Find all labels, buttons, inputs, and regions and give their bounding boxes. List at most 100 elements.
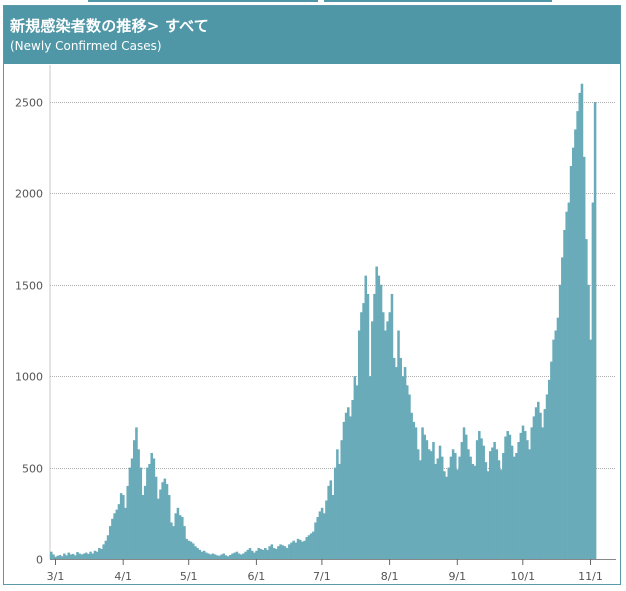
bar [132, 440, 136, 559]
bar [54, 556, 57, 559]
bar [486, 471, 490, 559]
bar [593, 102, 597, 559]
bar [74, 555, 77, 559]
bar [172, 526, 175, 559]
bar [532, 416, 536, 559]
bar [456, 469, 459, 559]
bar [181, 516, 184, 559]
bar [231, 553, 234, 559]
y-tick-label: 500 [22, 463, 43, 476]
bar [349, 416, 352, 559]
bar [502, 452, 505, 559]
bar [399, 357, 402, 559]
bar [255, 550, 258, 559]
bar [392, 357, 396, 559]
bar [558, 284, 562, 559]
bar [467, 449, 470, 559]
bar [314, 522, 317, 559]
bar [377, 275, 381, 559]
bar [122, 495, 125, 559]
bar [569, 165, 573, 560]
bar [253, 552, 256, 559]
bar [178, 515, 182, 559]
bar [82, 553, 86, 559]
bar [388, 312, 392, 559]
bar [137, 449, 140, 559]
bar [294, 542, 298, 559]
bar [65, 555, 68, 559]
bar [582, 156, 586, 559]
bar [565, 211, 568, 559]
bar [165, 484, 169, 559]
bar [578, 92, 582, 560]
bar [272, 548, 276, 559]
bar [318, 511, 322, 559]
bar [87, 553, 90, 559]
bar [451, 449, 455, 559]
bar [220, 554, 223, 559]
x-tick-label: 4/1 [114, 570, 132, 583]
bar [519, 432, 523, 559]
bar [60, 556, 64, 559]
bar [56, 555, 60, 559]
bar [205, 552, 208, 559]
bar [108, 526, 112, 559]
bar [386, 321, 389, 559]
bar [395, 367, 398, 559]
bar [200, 551, 204, 559]
bar [591, 202, 595, 560]
x-tick-label: 7/1 [313, 570, 331, 583]
top-border-segment [88, 0, 318, 2]
bar [159, 489, 162, 559]
bar [237, 553, 241, 559]
bar [521, 425, 525, 559]
bar [412, 421, 416, 559]
bar [67, 552, 70, 559]
bar [222, 553, 226, 559]
x-tick-label: 8/1 [381, 570, 399, 583]
bar [427, 449, 431, 559]
y-tick-label: 1500 [15, 280, 43, 293]
bar [183, 526, 186, 559]
bar [154, 476, 158, 559]
bar [307, 535, 311, 559]
bar [288, 544, 291, 559]
bar [301, 541, 304, 559]
bar [589, 339, 592, 559]
bar [185, 538, 188, 559]
bar [401, 376, 405, 559]
bar [240, 554, 243, 559]
bar [279, 544, 282, 559]
bar [139, 467, 143, 559]
bar [264, 548, 267, 559]
bar [515, 452, 518, 559]
bar [421, 427, 424, 559]
y-tick-label: 2500 [15, 97, 43, 110]
bar [545, 394, 549, 559]
bar [419, 460, 422, 559]
bar [274, 548, 278, 559]
bar [119, 493, 123, 559]
bar [152, 458, 156, 559]
bar [513, 456, 516, 559]
bar [130, 458, 134, 559]
bar [353, 376, 357, 559]
bar [390, 293, 394, 559]
bar [576, 111, 579, 559]
x-tick-label: 11/1 [578, 570, 603, 583]
bar [368, 376, 372, 559]
bar [552, 339, 555, 559]
bar [469, 456, 472, 559]
bar [495, 449, 499, 559]
bar [115, 509, 119, 559]
bar [187, 540, 191, 559]
bar [478, 431, 481, 559]
bar [571, 147, 575, 559]
bar [510, 445, 514, 559]
bar [84, 552, 88, 559]
bar [176, 507, 180, 559]
bar [194, 546, 197, 559]
bar [63, 553, 66, 559]
bar [198, 549, 202, 559]
